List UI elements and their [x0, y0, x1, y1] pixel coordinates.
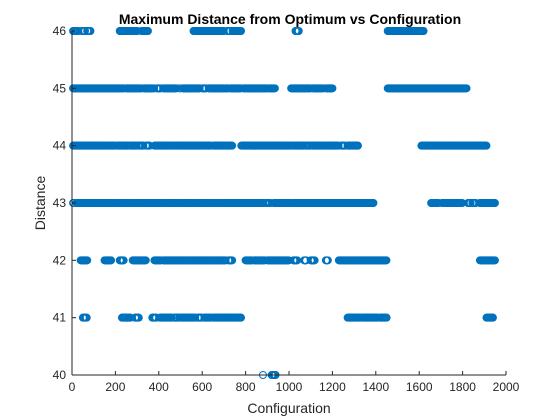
data-point — [82, 313, 91, 322]
x-tick-label: 400 — [149, 380, 169, 394]
data-point — [328, 84, 337, 93]
data-point — [141, 256, 150, 265]
data-point — [323, 256, 332, 265]
data-point — [354, 141, 363, 150]
y-tick-label: 40 — [53, 368, 67, 382]
data-point — [119, 256, 128, 265]
y-tick-label: 43 — [53, 196, 67, 210]
x-tick-label: 1800 — [449, 380, 476, 394]
x-tick-label: 800 — [236, 380, 256, 394]
data-point — [270, 84, 279, 93]
y-tick-label: 45 — [53, 81, 67, 95]
y-ticks: 40 41 42 43 44 45 46 — [53, 24, 76, 382]
x-tick-label: 200 — [105, 380, 125, 394]
data-point — [83, 256, 92, 265]
x-tick-label: 1000 — [276, 380, 303, 394]
data-point — [488, 313, 497, 322]
data-point — [228, 256, 237, 265]
data-point — [86, 27, 95, 35]
x-tick-label: 0 — [69, 380, 76, 394]
x-tick-label: 1200 — [319, 380, 346, 394]
y-tick-label: 41 — [53, 311, 67, 325]
x-tick-label: 600 — [192, 380, 212, 394]
data-point — [490, 199, 499, 207]
data-point — [369, 199, 378, 207]
data-point — [107, 256, 116, 265]
x-axis-label: Configuration — [247, 400, 330, 416]
data-point — [143, 27, 152, 35]
data-point — [237, 27, 246, 35]
x-tick-label: 2000 — [493, 380, 520, 394]
data-markers — [69, 27, 499, 379]
data-point — [419, 27, 428, 35]
data-point — [294, 27, 303, 35]
data-point — [382, 313, 391, 322]
data-point — [134, 313, 143, 322]
x-tick-label: 1600 — [406, 380, 433, 394]
data-point — [382, 256, 391, 265]
data-point — [139, 141, 148, 150]
data-point — [237, 313, 246, 322]
x-ticks: 0 200 400 600 800 1000 1200 1400 1600 1800 2000 — [69, 371, 520, 394]
chart-title: Maximum Distance from Optimum vs Configu… — [119, 11, 461, 27]
data-point — [462, 84, 471, 93]
data-point — [228, 141, 237, 150]
data-point — [81, 27, 90, 35]
y-tick-label: 42 — [53, 253, 67, 267]
data-point — [167, 313, 176, 322]
data-point — [482, 141, 491, 150]
data-point — [490, 256, 499, 265]
data-point — [310, 256, 319, 265]
y-axis-label: Distance — [32, 176, 48, 231]
x-tick-label: 1400 — [362, 380, 389, 394]
y-tick-label: 46 — [53, 24, 67, 38]
y-tick-label: 44 — [53, 139, 67, 153]
